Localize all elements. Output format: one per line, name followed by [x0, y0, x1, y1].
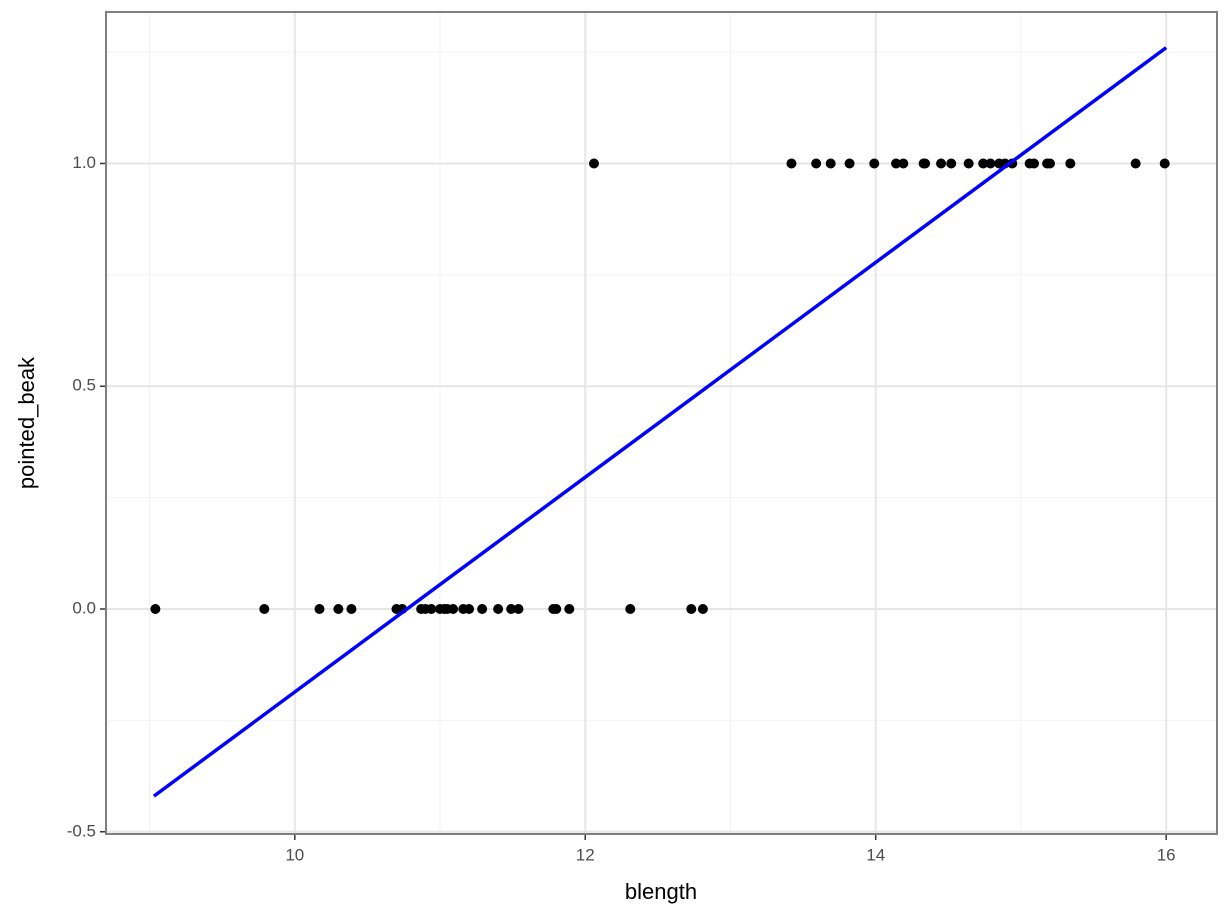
point [891, 158, 902, 169]
point [811, 158, 822, 169]
point [985, 158, 996, 169]
point [477, 604, 488, 615]
point [978, 158, 989, 169]
point [513, 604, 524, 615]
point [506, 604, 517, 615]
y-tick-label: -0.5 [67, 821, 96, 840]
point [898, 158, 909, 169]
point [564, 604, 575, 615]
point [686, 604, 697, 615]
panel-border [105, 11, 1218, 835]
point [551, 604, 562, 615]
y-tick-label: 0.5 [72, 376, 96, 395]
y-axis-title: pointed_beak [14, 356, 39, 489]
point [844, 158, 855, 169]
x-tick-label: 16 [1157, 845, 1176, 864]
point [259, 604, 270, 615]
point [936, 158, 947, 169]
point [150, 604, 161, 615]
y-tick-label: 1.0 [72, 153, 96, 172]
point [346, 604, 357, 615]
point [1130, 158, 1141, 169]
point [1065, 158, 1076, 169]
point [588, 158, 599, 169]
point [464, 604, 475, 615]
x-tick-label: 10 [285, 845, 304, 864]
point [314, 604, 325, 615]
point [1029, 158, 1040, 169]
point [1044, 158, 1055, 169]
point [786, 158, 797, 169]
point [1159, 158, 1170, 169]
point [946, 158, 957, 169]
point [697, 604, 708, 615]
point [869, 158, 880, 169]
point [426, 604, 437, 615]
point [963, 158, 974, 169]
point [333, 604, 344, 615]
point [448, 604, 459, 615]
point [493, 604, 504, 615]
point [625, 604, 636, 615]
fit-line [152, 46, 1168, 798]
x-axis-title: blength [625, 879, 697, 904]
x-tick-label: 14 [866, 845, 885, 864]
x-tick-label: 12 [576, 845, 595, 864]
point [920, 158, 931, 169]
y-tick-label: 0.0 [72, 598, 96, 617]
point [825, 158, 836, 169]
